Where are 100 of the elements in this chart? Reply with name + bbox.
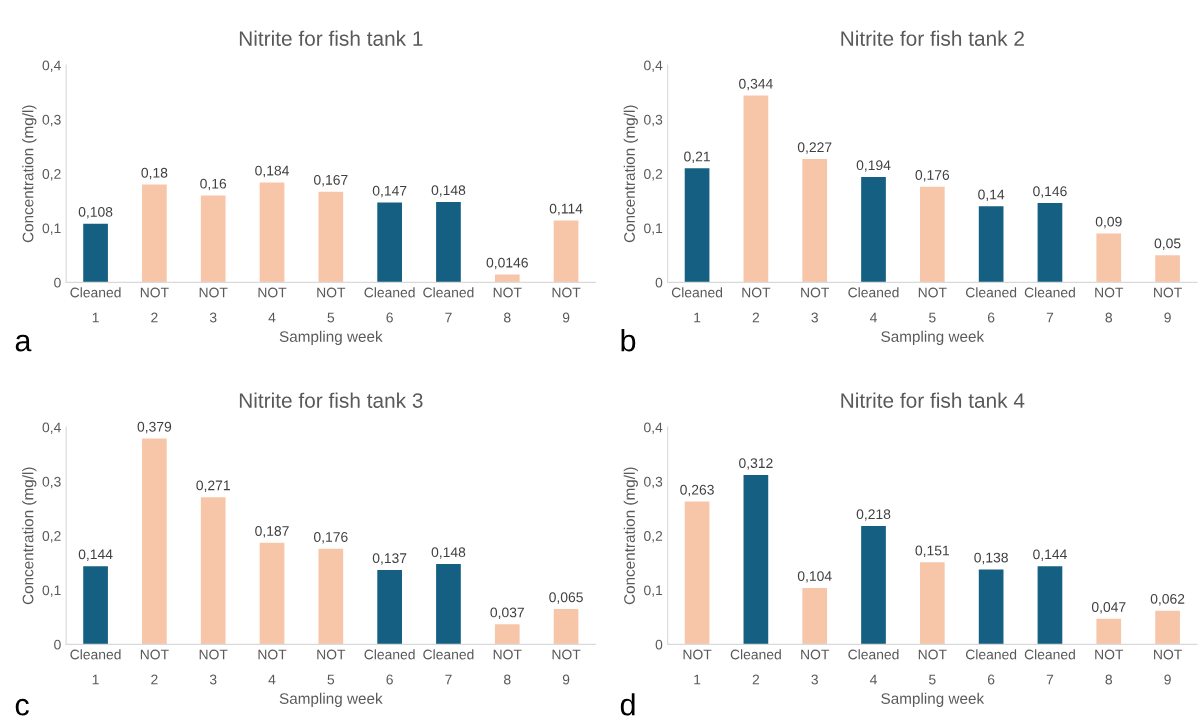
- x-tick-label: Cleaned 1: [671, 287, 723, 323]
- x-tick-label: NOT 3: [801, 287, 830, 323]
- x-axis-title: Sampling week: [279, 330, 383, 345]
- text: b: [621, 329, 636, 352]
- data-label: 0,14: [978, 189, 1005, 202]
- bar: [743, 474, 769, 645]
- x-tick-label: NOT 9: [1154, 649, 1182, 685]
- x-tick-label: Cleaned 7: [1024, 649, 1075, 685]
- y-axis-title: Concentration (mg/l): [623, 467, 638, 605]
- data-label: 0,062: [1150, 593, 1185, 606]
- x-tick-label: Cleaned 2: [730, 649, 781, 685]
- bar: [318, 548, 344, 645]
- bar: [494, 274, 520, 283]
- data-label: 0,05: [1154, 238, 1181, 250]
- bar: [1155, 255, 1180, 283]
- x-tick-label: NOT 3: [199, 287, 228, 323]
- y-tick-label: 0,1: [644, 223, 663, 235]
- data-label: 0,312: [739, 458, 773, 470]
- x-tick-label: Cleaned 6: [965, 649, 1017, 685]
- data-label: 0,138: [974, 552, 1008, 565]
- bar: [436, 564, 461, 645]
- data-label: 0,065: [549, 592, 583, 604]
- x-axis-title: Sampling week: [881, 330, 985, 345]
- data-label: 0,114: [549, 203, 583, 216]
- x-tick-label: Cleaned 1: [70, 649, 121, 685]
- x-tick-label: NOT 9: [552, 649, 581, 685]
- x-tick-label: NOT 8: [493, 287, 522, 323]
- x-tick-label: NOT 3: [199, 649, 228, 685]
- y-tick-label: 0: [54, 277, 61, 288]
- x-tick-label: NOT 5: [317, 287, 346, 323]
- data-label: 0,137: [372, 553, 407, 565]
- data-label: 0,167: [313, 174, 348, 187]
- data-label: 0,184: [255, 165, 289, 178]
- chart-title: Nitrite for fish tank 4: [841, 392, 1025, 408]
- bar: [200, 497, 226, 645]
- y-tick-label: 0: [655, 639, 663, 650]
- bar: [978, 569, 1004, 645]
- y-axis-title: Concentration (mg/l): [22, 105, 37, 243]
- bar: [1096, 618, 1122, 645]
- x-tick-label: Cleaned 1: [70, 287, 121, 323]
- data-label: 0,263: [680, 484, 714, 497]
- bar: [553, 220, 579, 283]
- data-label: 0,151: [915, 545, 950, 558]
- bar: [802, 159, 828, 283]
- x-tick-label: NOT 5: [918, 649, 947, 685]
- y-tick-label: 0,1: [644, 585, 663, 597]
- x-tick-label: NOT 5: [918, 287, 947, 323]
- data-label: 0,047: [1091, 602, 1126, 614]
- y-tick-label: 0,2: [644, 169, 663, 181]
- data-label: 0,146: [1033, 186, 1067, 198]
- bar: [919, 562, 945, 645]
- bar: [861, 177, 886, 283]
- y-tick-label: 0,1: [42, 223, 61, 235]
- x-tick-label: Cleaned 6: [364, 649, 415, 685]
- data-label: 0,148: [431, 547, 466, 559]
- bar: [919, 186, 945, 283]
- data-label: 0,379: [137, 421, 172, 434]
- bar: [377, 569, 402, 645]
- chart-title: Nitrite for fish tank 1: [239, 30, 423, 46]
- x-tick-label: Cleaned 4: [848, 287, 899, 323]
- x-tick-label: NOT 5: [317, 649, 346, 685]
- x-tick-label: Cleaned 4: [848, 649, 899, 685]
- bar: [200, 195, 226, 283]
- y-tick-label: 0,2: [644, 531, 663, 543]
- y-tick-label: 0,4: [644, 422, 663, 434]
- x-tick-label: Cleaned 7: [1024, 287, 1075, 323]
- x-tick-label: NOT 8: [493, 649, 522, 685]
- x-axis-title: Sampling week: [279, 692, 383, 707]
- x-tick-label: NOT 1: [683, 649, 712, 685]
- data-label: 0,0146: [486, 257, 528, 270]
- y-tick-label: 0,2: [42, 531, 61, 543]
- bar: [802, 587, 828, 645]
- x-tick-label: Cleaned 6: [965, 287, 1017, 323]
- bar: [684, 168, 710, 283]
- y-axis-title: Concentration (mg/l): [623, 105, 638, 243]
- bar: [318, 191, 344, 283]
- bar: [83, 223, 108, 283]
- data-label: 0,218: [856, 509, 891, 521]
- data-label: 0,21: [684, 151, 710, 164]
- x-axis-title: Sampling week: [881, 692, 985, 707]
- data-label: 0,037: [490, 607, 524, 619]
- x-tick-label: Cleaned 7: [423, 287, 474, 323]
- y-tick-label: 0,4: [42, 422, 61, 434]
- y-tick-label: 0: [655, 277, 663, 288]
- data-label: 0,271: [196, 480, 230, 492]
- chart-title: Nitrite for fish tank 3: [239, 392, 423, 408]
- x-tick-label: NOT 2: [140, 287, 169, 323]
- bar: [743, 95, 769, 283]
- y-tick-label: 0,4: [42, 60, 61, 72]
- x-tick-label: Cleaned 7: [423, 649, 474, 685]
- x-tick-label: NOT 9: [1154, 287, 1182, 323]
- text: d: [620, 693, 635, 716]
- bar: [259, 182, 285, 283]
- y-tick-label: 0,3: [42, 114, 61, 127]
- y-tick-label: 0,1: [42, 585, 61, 597]
- text: a: [15, 334, 32, 352]
- data-label: 0,09: [1095, 216, 1122, 229]
- y-tick-label: 0,3: [644, 114, 663, 127]
- y-tick-label: 0,2: [42, 169, 61, 181]
- data-label: 0,144: [1033, 549, 1067, 561]
